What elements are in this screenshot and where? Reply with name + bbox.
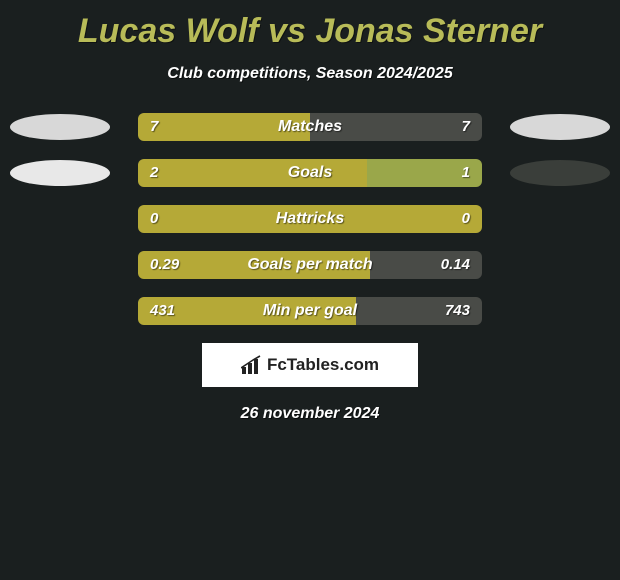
stat-bar: 77Matches [138, 113, 482, 141]
stat-label: Matches [138, 113, 482, 141]
brand-logo: FcTables.com [241, 355, 379, 375]
bars-icon [241, 355, 263, 375]
brand-box[interactable]: FcTables.com [202, 343, 418, 387]
player-ellipse-left [10, 114, 110, 140]
stat-row: 21Goals [0, 159, 620, 187]
stat-row: 77Matches [0, 113, 620, 141]
page-title: Lucas Wolf vs Jonas Sterner [0, 0, 620, 51]
date-text: 26 november 2024 [0, 405, 620, 423]
player-ellipse-right [510, 160, 610, 186]
stat-row: 0.290.14Goals per match [0, 251, 620, 279]
stat-bar: 431743Min per goal [138, 297, 482, 325]
stat-label: Goals [138, 159, 482, 187]
stat-bar: 0.290.14Goals per match [138, 251, 482, 279]
player-ellipse-right [510, 114, 610, 140]
player-ellipse-left [10, 160, 110, 186]
stat-label: Goals per match [138, 251, 482, 279]
stat-bar: 00Hattricks [138, 205, 482, 233]
stat-label: Min per goal [138, 297, 482, 325]
stat-bar: 21Goals [138, 159, 482, 187]
stat-label: Hattricks [138, 205, 482, 233]
stat-row: 431743Min per goal [0, 297, 620, 325]
page-subtitle: Club competitions, Season 2024/2025 [0, 65, 620, 83]
stat-row: 00Hattricks [0, 205, 620, 233]
brand-text: FcTables.com [267, 355, 379, 375]
stats-rows: 77Matches 21Goals 00Hattricks 0.290.14Goals… [0, 113, 620, 325]
